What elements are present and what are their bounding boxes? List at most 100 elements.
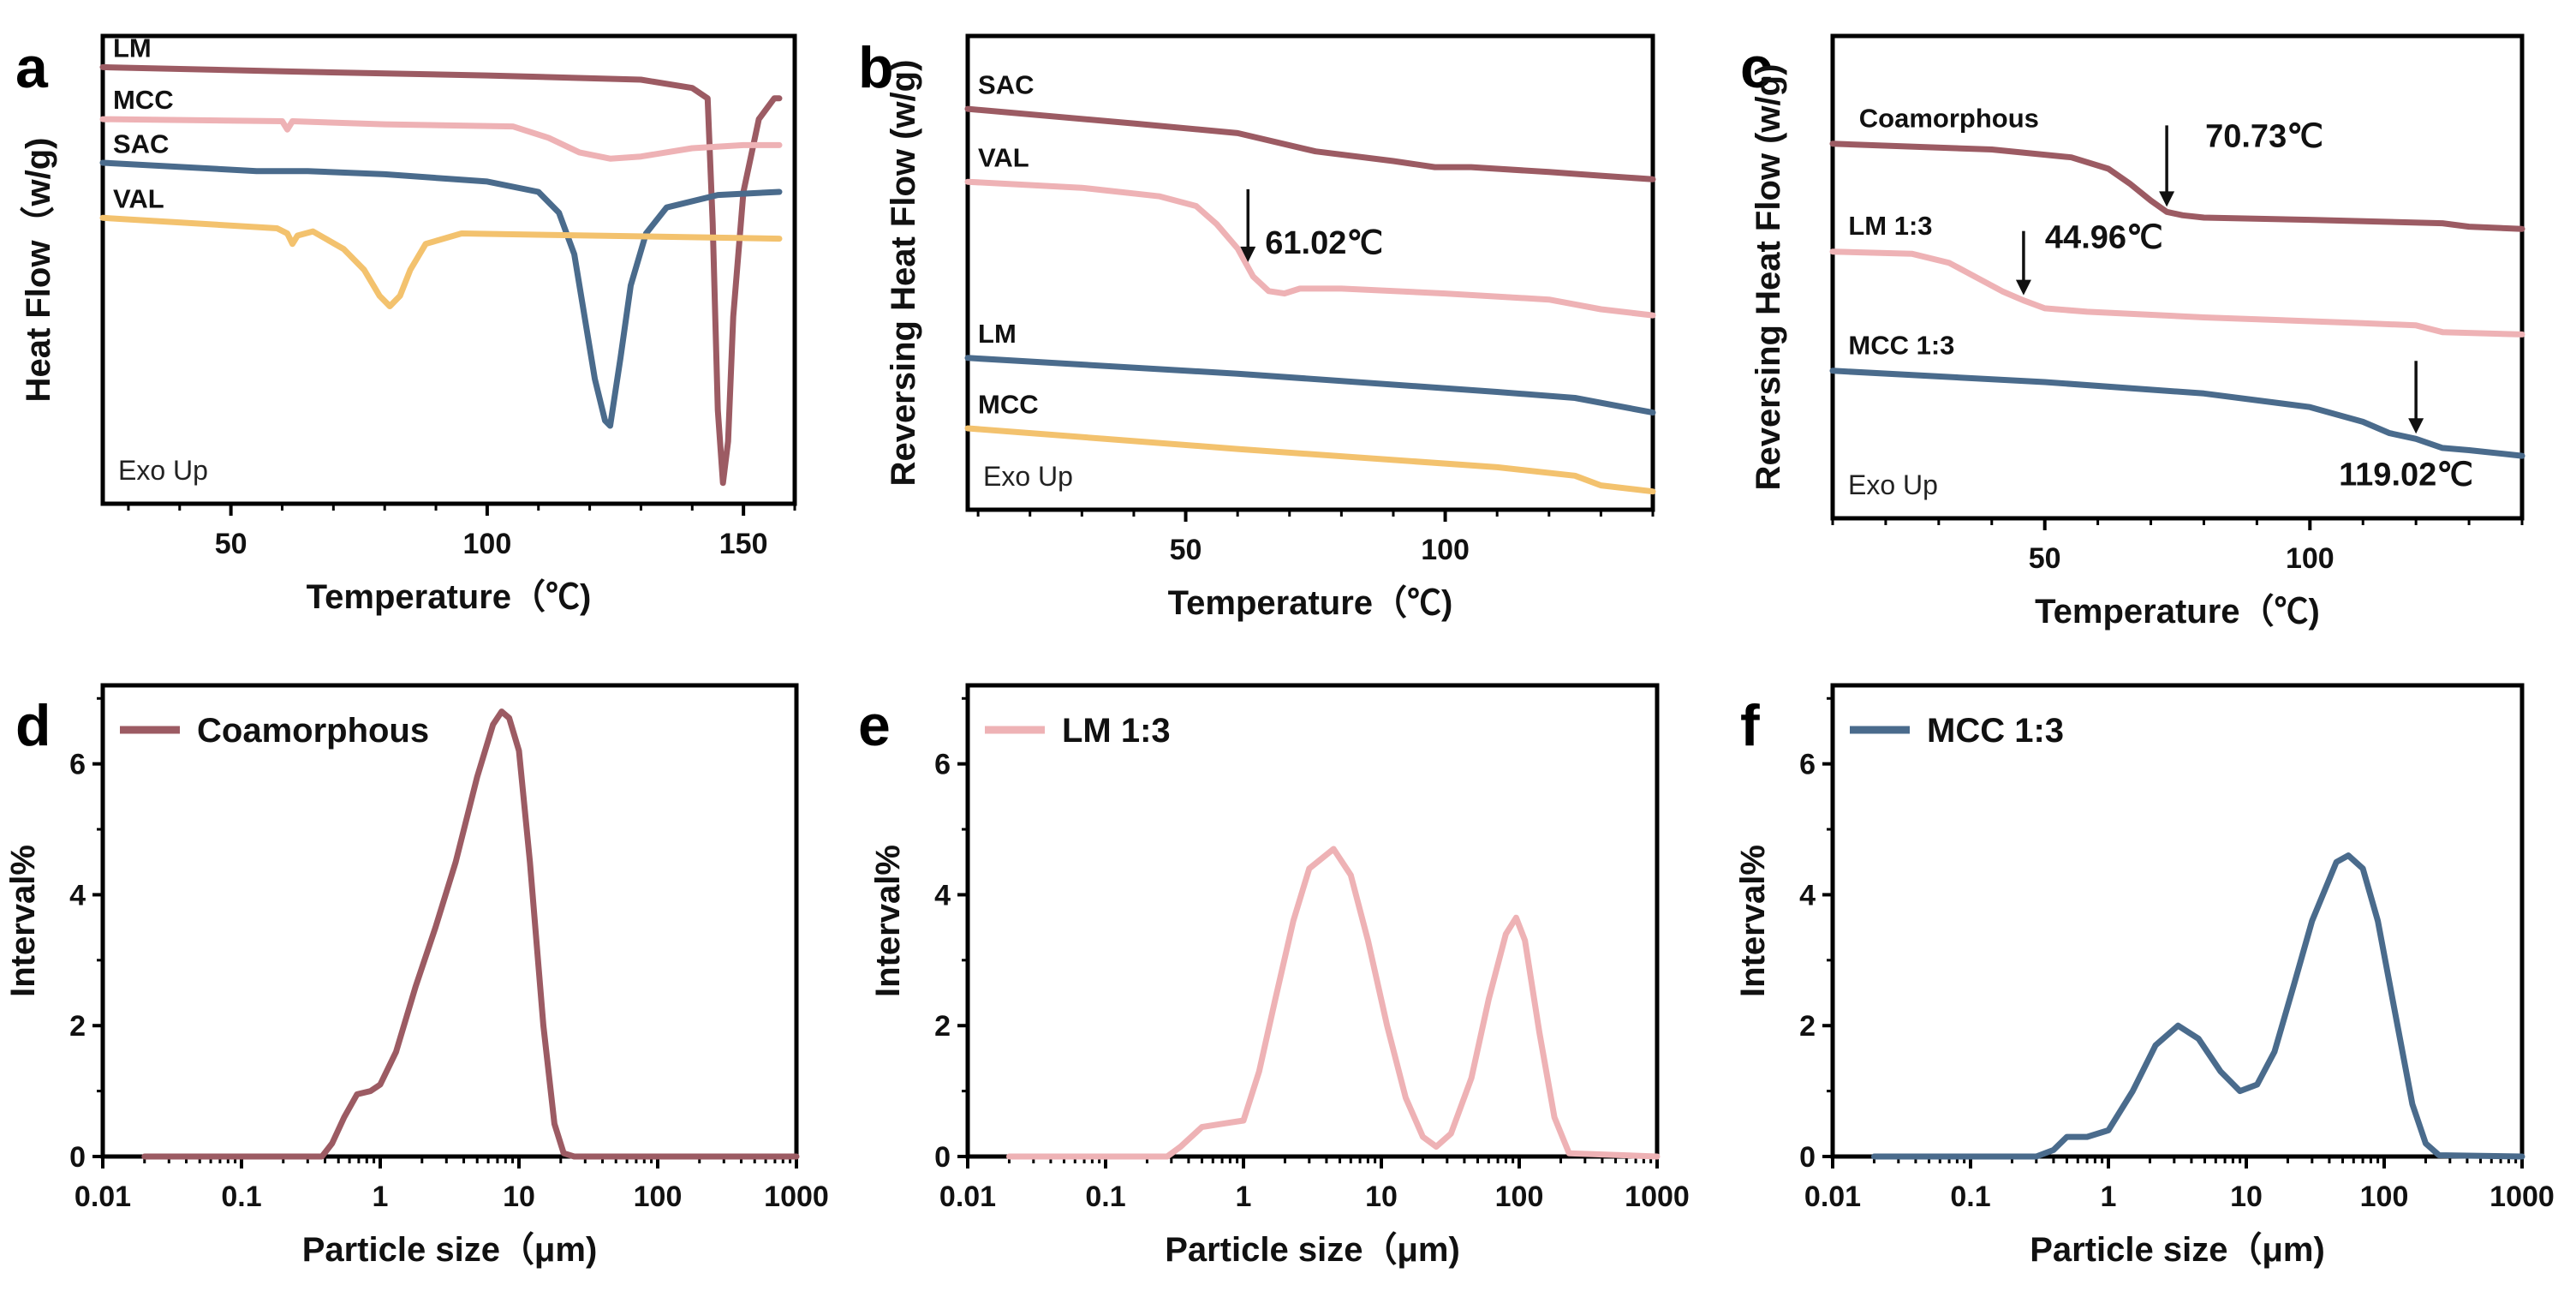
exo-up-note-b: Exo Up (983, 461, 1073, 492)
x-tick-label-d: 1 (373, 1180, 389, 1213)
legend-label-d: Coamorphous (197, 712, 429, 750)
x-tick-label-b: 50 (1170, 534, 1202, 566)
x-tick-label-e: 0.1 (1085, 1180, 1125, 1213)
panel-f: f 0.01 0.1 1 10 100 1000 0 2 4 6 Particle size（μm) I… (1734, 683, 2555, 1269)
panel-e: e 0.01 0.1 1 10 100 1000 0 2 4 6 Particle size（μm) I… (858, 683, 1690, 1269)
exo-up-note-c: Exo Up (1848, 469, 1938, 500)
plot-frame-b (965, 33, 1655, 512)
annotation-label-b: 61.02℃ (1265, 225, 1383, 261)
annotation-arrowhead-c (2015, 279, 2031, 296)
series-label-a: MCC (113, 85, 174, 115)
x-tick-label-f: 0.01 (1804, 1180, 1861, 1213)
series-line-b-mcc (964, 425, 1656, 495)
panel-b: b 50 100 Temperature（℃) Reversing Heat Flow … (858, 33, 1656, 622)
y-tick-label-d: 6 (69, 749, 86, 781)
x-tick-label-d: 0.01 (75, 1180, 131, 1213)
y-tick-label-e: 6 (934, 749, 951, 781)
x-tick-label-f: 0.1 (1950, 1180, 1990, 1213)
series-line-b-lm (964, 355, 1656, 416)
series-label-b: MCC (978, 389, 1039, 419)
x-tick-label-a: 100 (463, 528, 512, 560)
y-axis-title-e: Interval% (869, 845, 907, 997)
plot-frame-d (100, 683, 799, 1159)
series-label-b: VAL (978, 142, 1029, 172)
x-tick-label-d: 1000 (764, 1180, 829, 1213)
series-label-a: VAL (113, 184, 164, 214)
y-tick-label-f: 4 (1799, 879, 1816, 912)
x-tick-label-f: 1000 (2490, 1180, 2555, 1213)
x-tick-label-e: 10 (1365, 1180, 1398, 1213)
x-tick-label-e: 100 (1495, 1180, 1544, 1213)
panel-label-f: f (1740, 693, 1760, 758)
x-tick-label-e: 1 (1236, 1180, 1252, 1213)
annotation-label-c: 44.96℃ (2045, 220, 2163, 256)
x-tick-label-c: 100 (2286, 542, 2334, 575)
annotation-label-c: 119.02℃ (2339, 457, 2473, 493)
series-label-c: LM 1:3 (1848, 211, 1932, 241)
y-axis-title-f: Interval% (1734, 845, 1772, 997)
y-tick-label-f: 0 (1799, 1141, 1816, 1174)
x-tick-label-f: 1 (2101, 1180, 2117, 1213)
panel-label-b: b (858, 35, 894, 100)
x-tick-label-e: 0.01 (939, 1180, 996, 1213)
y-tick-label-e: 2 (934, 1010, 951, 1043)
series-line-a-val (99, 214, 783, 309)
panel-c: c 50 100 Temperature（℃) Reversing Heat Flow … (1740, 33, 2525, 631)
annotation-arrowhead-b (1240, 246, 1256, 262)
panel-label-a: a (15, 35, 49, 100)
series-label-b: SAC (978, 70, 1034, 100)
x-axis-title-d: Particle size（μm) (302, 1231, 598, 1269)
x-axis-title-a: Temperature（℃) (307, 578, 592, 616)
x-tick-label-f: 10 (2230, 1180, 2263, 1213)
y-tick-label-d: 0 (69, 1141, 86, 1174)
y-axis-title-b: Reversing Heat Flow (w/g) (885, 60, 922, 487)
annotation-label-c: 70.73℃ (2205, 118, 2323, 154)
x-axis-title-f: Particle size（μm) (2030, 1231, 2325, 1269)
series-line-c-mcc-1-3 (1829, 368, 2525, 459)
x-tick-label-c: 50 (2029, 542, 2061, 575)
y-axis-title-a: Heat Flow（w/g) (20, 138, 57, 403)
series-line-b-sac (964, 105, 1656, 182)
y-tick-label-e: 0 (934, 1141, 951, 1174)
x-tick-label-f: 100 (2360, 1180, 2409, 1213)
x-tick-label-a: 150 (719, 528, 768, 560)
y-tick-label-d: 4 (69, 879, 86, 912)
x-axis-title-b: Temperature（℃) (1168, 584, 1453, 622)
x-tick-label-a: 50 (215, 528, 247, 560)
plot-frame-a (100, 33, 797, 506)
series-line-b-val (964, 178, 1656, 319)
annotation-arrowhead-c (2159, 191, 2175, 207)
series-line-a-mcc (99, 116, 783, 162)
x-axis-title-c: Temperature（℃) (2035, 593, 2320, 631)
x-axis-title-e: Particle size（μm) (1165, 1231, 1460, 1269)
series-line-a-sac (99, 159, 783, 429)
series-label-c: Coamorphous (1859, 104, 2039, 134)
series-label-b: LM (978, 319, 1017, 349)
series-line-e-lm-1-3 (1006, 846, 1661, 1160)
series-line-a-lm (99, 63, 783, 487)
y-tick-label-f: 6 (1799, 749, 1816, 781)
x-tick-label-d: 10 (503, 1180, 535, 1213)
plot-frame-f (1830, 683, 2525, 1159)
y-axis-title-c: Reversing Heat Flow (w/g) (1750, 64, 1787, 491)
x-tick-label-d: 100 (634, 1180, 683, 1213)
legend-label-e: LM 1:3 (1062, 712, 1171, 750)
series-line-c-lm-1-3 (1829, 248, 2525, 338)
plot-frame-e (965, 683, 1660, 1159)
panel-a: a 50 100 150 Temperature（℃) Heat Flow（w/g) Exo… (15, 33, 797, 616)
y-axis-title-d: Interval% (4, 845, 42, 997)
series-label-a: SAC (113, 129, 169, 158)
y-tick-label-f: 2 (1799, 1010, 1816, 1043)
series-line-f-mcc-1-3 (1871, 852, 2525, 1160)
plot-frame-c (1830, 33, 2525, 521)
x-tick-label-d: 0.1 (221, 1180, 261, 1213)
series-line-c-coamorphous (1829, 140, 2525, 232)
panel-label-e: e (858, 693, 891, 758)
y-tick-label-e: 4 (934, 879, 951, 912)
series-label-c: MCC 1:3 (1848, 330, 1954, 360)
exo-up-note-a: Exo Up (118, 455, 208, 486)
annotation-arrowhead-c (2408, 418, 2424, 434)
panel-label-d: d (15, 693, 51, 758)
legend-label-f: MCC 1:3 (1927, 712, 2064, 750)
